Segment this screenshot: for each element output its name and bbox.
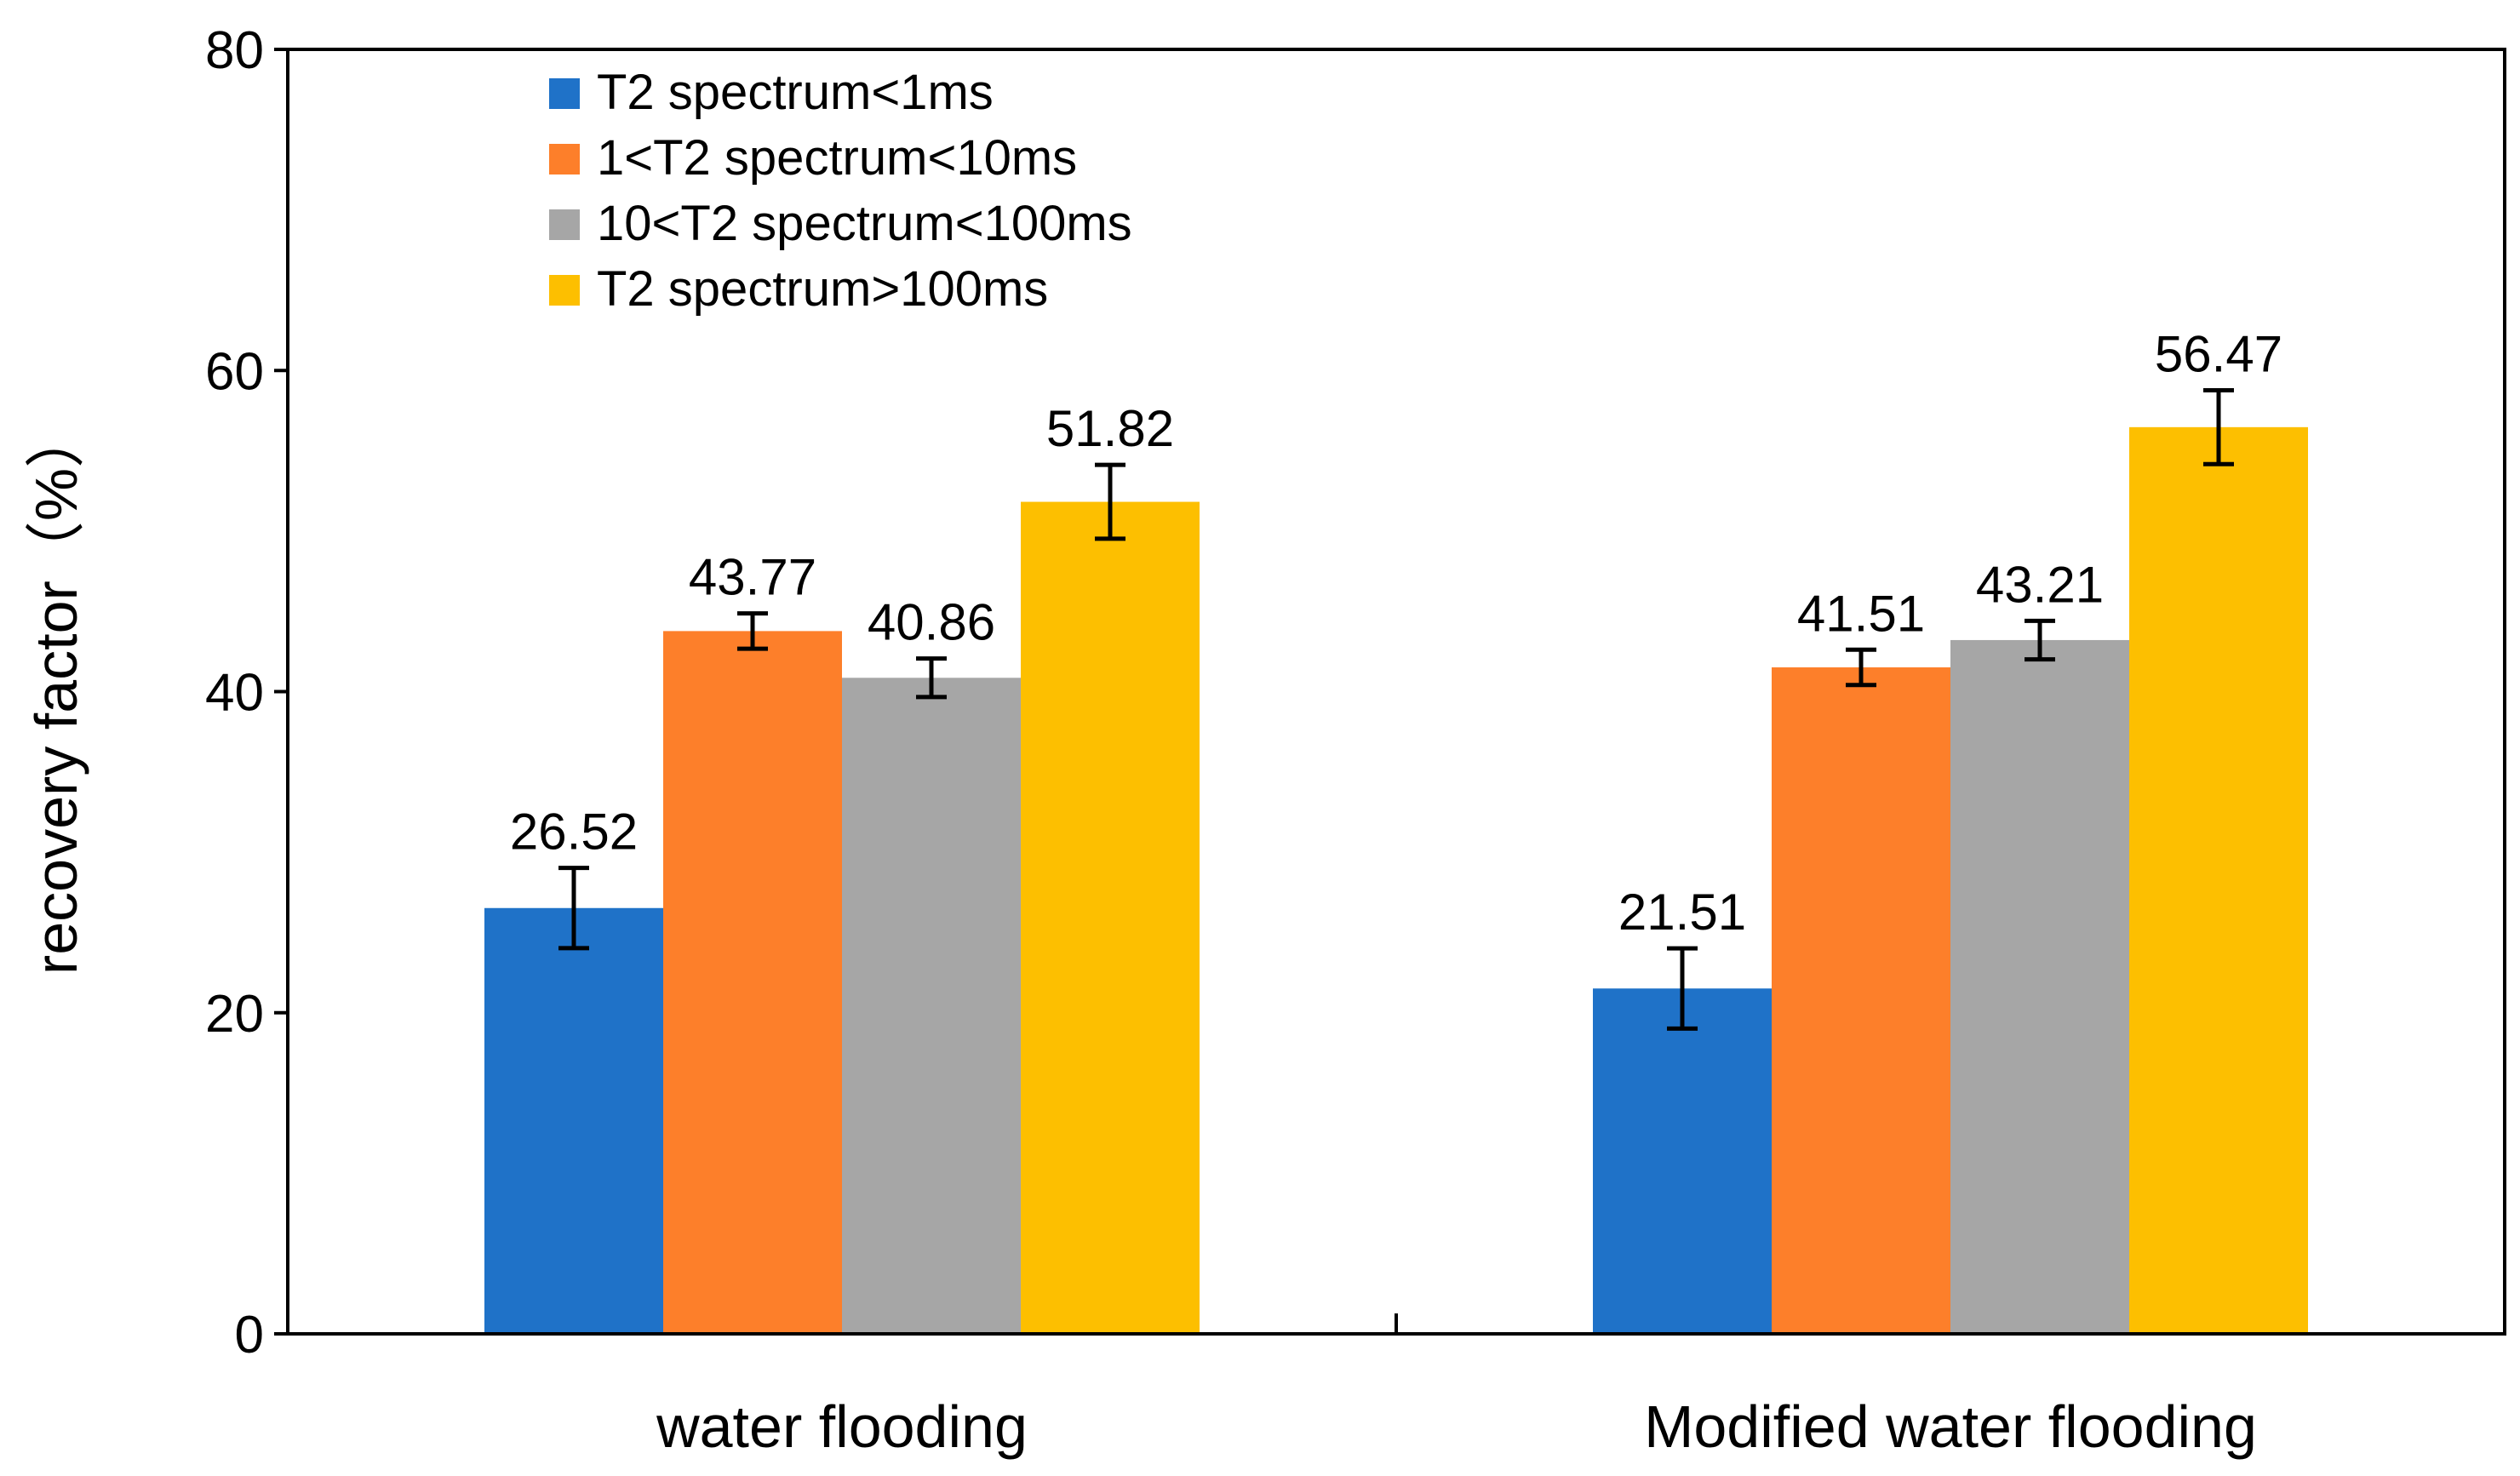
y-tick-label: 60 (205, 342, 264, 401)
y-tick-label: 80 (205, 21, 264, 80)
data-labels: 26.52 21.51 43.77 41.51 40.86 43.21 51.82 56.47 (510, 325, 2282, 941)
data-label: 26.52 (510, 804, 638, 861)
data-label: 56.47 (2155, 325, 2282, 382)
bar (842, 678, 1021, 1334)
data-label: 43.21 (1976, 556, 2104, 613)
bars (484, 426, 2308, 1335)
legend-label: 1<T2 spectrum<10ms (597, 130, 1077, 186)
bar (484, 907, 663, 1334)
data-label: 51.82 (1046, 400, 1174, 457)
legend-label: 10<T2 spectrum<100ms (597, 196, 1132, 251)
data-label: 21.51 (1618, 884, 1746, 941)
bar (1950, 639, 2129, 1334)
bar (663, 631, 842, 1334)
error-bars (558, 387, 2234, 1031)
y-tick-label: 20 (205, 985, 264, 1044)
legend: T2 spectrum<1ms 1<T2 spectrum<10ms 10<T2 s… (549, 65, 1132, 317)
bar (1593, 988, 1772, 1334)
legend-label: T2 spectrum<1ms (597, 65, 994, 120)
legend-label: T2 spectrum>100ms (597, 261, 1048, 317)
bar (2129, 426, 2308, 1335)
bar (1772, 667, 1950, 1334)
y-tick-label: 0 (235, 1306, 264, 1364)
x-tick-label: water flooding (656, 1393, 1028, 1460)
bar (1021, 501, 1200, 1334)
y-axis-title: recovery factor（%） (23, 409, 89, 975)
legend-swatch (549, 144, 580, 174)
legend-swatch (549, 209, 580, 240)
legend-swatch (549, 78, 580, 109)
axes: 0 20 40 60 80 water flooding Modified water fl… (23, 21, 2506, 1460)
x-tick-label: Modified water flooding (1644, 1393, 2257, 1460)
data-label: 43.77 (689, 549, 816, 606)
data-label: 40.86 (868, 594, 995, 651)
data-label: 41.51 (1797, 585, 1925, 642)
y-tick-label: 40 (205, 664, 264, 723)
legend-swatch (549, 275, 580, 306)
